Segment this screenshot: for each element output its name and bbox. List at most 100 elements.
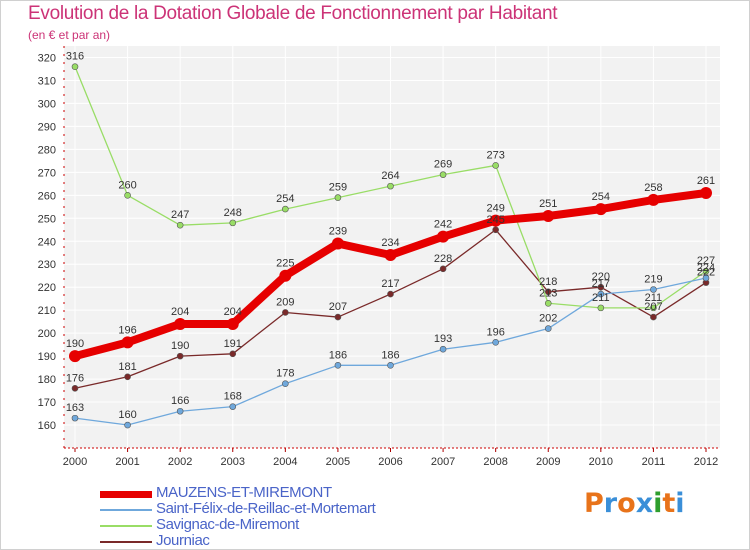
data-point (437, 230, 450, 243)
data-label: 228 (434, 253, 452, 265)
data-label: 247 (171, 209, 189, 221)
data-label: 273 (486, 149, 504, 161)
data-label: 225 (276, 258, 294, 270)
chart-subtitle: (en € et par an) (28, 28, 111, 42)
data-point (71, 414, 79, 422)
data-label: 227 (697, 255, 715, 267)
data-point (597, 290, 605, 298)
data-label: 245 (486, 214, 504, 226)
x-tick-label: 2010 (589, 456, 613, 468)
y-tick-label: 200 (38, 328, 56, 340)
data-point (387, 182, 394, 190)
y-tick-label: 240 (38, 236, 56, 248)
data-labels: 176 181 190 191 209 207 217 228 245 218 220 207 222 3… (66, 51, 715, 421)
data-label: 254 (592, 191, 610, 203)
grid-lines (64, 46, 720, 448)
data-point (174, 317, 187, 330)
data-point (176, 407, 184, 415)
x-tick-label: 2001 (115, 456, 139, 468)
data-point (597, 304, 605, 312)
plot-area (64, 46, 720, 448)
data-point (702, 274, 710, 282)
y-tick-label: 270 (38, 167, 56, 179)
data-label: 204 (171, 306, 189, 318)
data-point (124, 192, 131, 199)
y-tick-label: 180 (38, 374, 56, 386)
legend-label: Saint-Félix-de-Reillac-et-Mortemart (156, 500, 376, 517)
data-label: 176 (66, 372, 84, 384)
data-label: 209 (276, 296, 294, 308)
legend-swatch (100, 525, 152, 527)
data-point (544, 325, 552, 332)
data-point (334, 362, 342, 369)
y-tick-label: 280 (38, 144, 56, 156)
data-label: 242 (434, 219, 452, 231)
data-label: 251 (539, 198, 557, 210)
data-point (334, 313, 342, 321)
data-label: 202 (539, 313, 557, 325)
data-label: 196 (486, 326, 504, 338)
data-label: 213 (539, 287, 557, 299)
data-label: 234 (381, 237, 399, 249)
data-point (492, 339, 499, 346)
data-point (71, 384, 79, 392)
data-point (282, 205, 289, 213)
data-point (492, 162, 499, 169)
data-points (69, 63, 712, 429)
data-label: 186 (329, 349, 347, 361)
data-label: 219 (644, 273, 662, 285)
data-label: 222 (697, 267, 715, 279)
data-point (542, 209, 555, 222)
data-point (121, 336, 134, 349)
x-tick-label: 2011 (642, 456, 666, 468)
x-tick-label: 2002 (168, 456, 192, 468)
data-point (594, 203, 607, 216)
chart-title: Evolution de la Dotation Globale de Fonc… (28, 3, 558, 24)
data-point (279, 269, 292, 282)
data-label: 190 (66, 338, 84, 350)
data-label: 259 (329, 182, 347, 194)
y-tick-label: 300 (38, 98, 56, 110)
data-label: 254 (276, 193, 294, 205)
data-point (650, 286, 657, 293)
data-label: 207 (644, 301, 662, 313)
legend-label: Journiac (156, 532, 210, 549)
data-point (176, 221, 184, 229)
x-tick-label: 2006 (378, 456, 402, 468)
y-tick-label: 250 (38, 213, 56, 225)
axes (63, 46, 720, 452)
data-point (544, 299, 552, 307)
x-tick-label: 2008 (483, 456, 507, 468)
data-label: 190 (171, 340, 189, 352)
x-tick-label: 2005 (326, 456, 350, 468)
tick-labels: 160 170 180 190 200 210 220 230 240 250 260 270 280 2… (38, 52, 719, 468)
data-point (647, 193, 660, 206)
legend-label: Savignac-de-Miremont (156, 516, 299, 533)
x-tick-label: 2009 (536, 456, 560, 468)
data-point (650, 313, 657, 321)
legend-swatch (100, 509, 152, 511)
data-point (439, 265, 447, 273)
proxiti-logo: Proxiti (584, 488, 685, 519)
data-point (331, 237, 344, 250)
data-label: 261 (697, 175, 715, 187)
data-label: 186 (381, 349, 399, 361)
data-point (650, 304, 657, 312)
data-label: 207 (329, 301, 347, 313)
data-label: 264 (381, 170, 399, 182)
y-tick-label: 260 (38, 190, 56, 202)
data-point (387, 290, 394, 298)
data-point (700, 187, 712, 200)
y-tick-label: 190 (38, 351, 56, 363)
data-label: 191 (224, 338, 242, 350)
data-point (702, 267, 710, 275)
data-label: 217 (592, 278, 610, 290)
data-point (387, 362, 394, 369)
x-tick-label: 2004 (273, 456, 297, 468)
data-point (176, 352, 184, 360)
data-label: 196 (118, 324, 136, 336)
y-tick-label: 170 (38, 397, 56, 409)
data-label: 193 (434, 333, 452, 345)
data-point (282, 380, 289, 387)
